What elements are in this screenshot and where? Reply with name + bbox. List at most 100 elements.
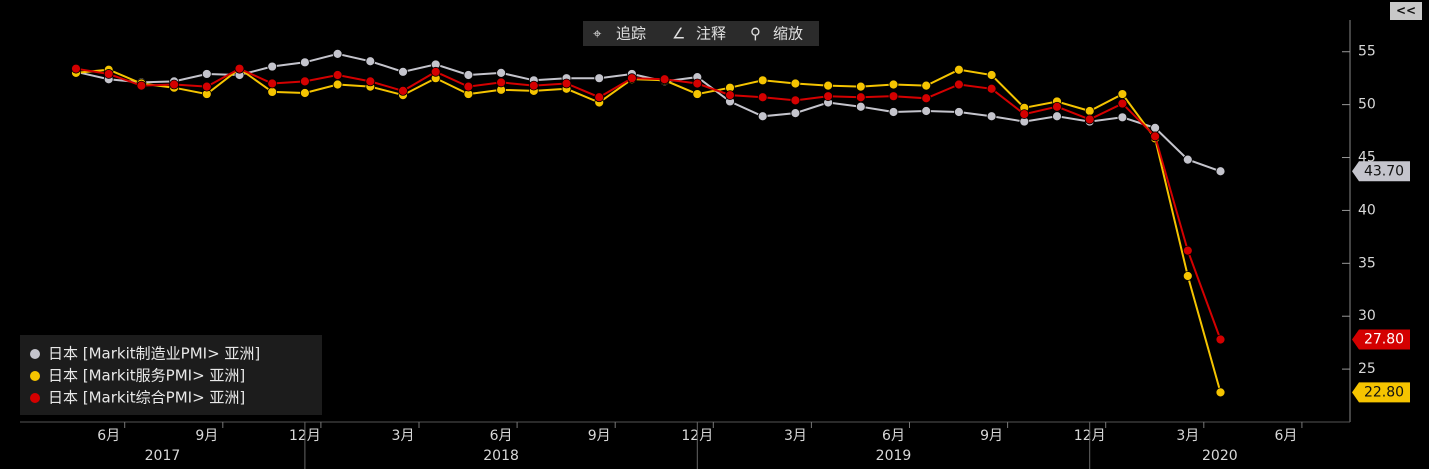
data-point xyxy=(561,78,572,89)
y-tick-label: 25 xyxy=(1358,361,1376,377)
data-point xyxy=(1117,112,1128,123)
data-point xyxy=(1182,271,1193,281)
y-tick-label: 40 xyxy=(1358,202,1376,218)
data-point xyxy=(299,76,310,87)
x-tick-label: 6月 xyxy=(97,428,120,444)
data-point xyxy=(888,91,899,102)
last-value-badge: 27.80 xyxy=(1352,329,1410,350)
data-point xyxy=(332,70,343,80)
collapse-bg[interactable] xyxy=(1390,2,1422,20)
data-point xyxy=(954,64,964,75)
data-point xyxy=(1150,123,1160,133)
data-point xyxy=(594,92,605,103)
data-point xyxy=(169,79,180,90)
year-label: 2019 xyxy=(876,448,912,464)
data-point xyxy=(1182,245,1193,256)
data-point xyxy=(692,78,703,89)
data-point xyxy=(921,80,932,91)
zoom-label[interactable]: 缩放 xyxy=(773,25,803,43)
year-label: 2020 xyxy=(1202,448,1238,464)
badge-bg xyxy=(1352,161,1410,182)
data-point xyxy=(299,57,310,68)
data-point xyxy=(1084,114,1095,125)
annotate-icon: ∠ xyxy=(672,25,685,43)
data-point xyxy=(757,111,768,122)
data-point xyxy=(463,70,474,80)
y-tick-label: 35 xyxy=(1358,255,1376,271)
badge-bg xyxy=(1352,329,1410,350)
data-point xyxy=(921,106,932,116)
data-point xyxy=(921,93,932,104)
x-tick-label: 6月 xyxy=(490,428,513,444)
legend-label: 日本 [Markit服务PMI> 亚洲] xyxy=(48,367,245,385)
data-point xyxy=(790,95,801,106)
data-point xyxy=(201,81,212,92)
badge-bg xyxy=(1352,382,1410,403)
data-point xyxy=(332,48,343,59)
last-value-badge: 43.70 xyxy=(1352,161,1410,182)
zoom-icon: ⚲ xyxy=(750,25,761,43)
data-point xyxy=(267,87,278,97)
x-tick-label: 3月 xyxy=(784,428,807,444)
year-label: 2017 xyxy=(145,448,181,464)
legend-marker xyxy=(30,393,40,403)
x-tick-label: 9月 xyxy=(980,428,1003,444)
data-point xyxy=(1182,154,1193,165)
legend-marker xyxy=(30,349,40,359)
collapse-button[interactable]: << xyxy=(1390,2,1422,20)
data-point xyxy=(1215,334,1226,345)
data-point xyxy=(234,63,245,74)
track-icon: ⌖ xyxy=(593,25,602,43)
annotate-label[interactable]: 注释 xyxy=(696,25,726,43)
badge-label: 43.70 xyxy=(1364,163,1404,179)
annotate-button[interactable]: ∠ 注释 xyxy=(672,25,726,43)
data-point xyxy=(790,108,801,118)
data-point xyxy=(136,80,147,91)
legend-box xyxy=(20,335,322,415)
data-point xyxy=(1215,166,1226,177)
data-point xyxy=(986,83,997,94)
data-point xyxy=(954,79,964,90)
year-label: 2018 xyxy=(483,448,519,464)
x-tick-label: 6月 xyxy=(1274,428,1297,444)
data-point xyxy=(201,69,212,79)
data-point xyxy=(1019,109,1030,120)
data-point xyxy=(103,69,114,79)
zoom-button[interactable]: ⚲ 缩放 xyxy=(750,25,803,43)
series-line xyxy=(75,67,1222,393)
x-tick-label: 9月 xyxy=(588,428,611,444)
toolbar: ⌖ 追踪 ∠ 注释 ⚲ 缩放 xyxy=(583,21,819,46)
data-point xyxy=(855,81,866,92)
legend-marker xyxy=(30,371,40,381)
data-point xyxy=(463,81,474,92)
data-point xyxy=(725,90,735,101)
data-point xyxy=(267,78,278,89)
data-point xyxy=(855,92,866,103)
data-point xyxy=(823,91,833,102)
data-point xyxy=(823,80,833,91)
y-tick-label: 50 xyxy=(1358,97,1376,113)
track-button[interactable]: ⌖ 追踪 xyxy=(593,25,646,43)
data-point xyxy=(594,73,605,84)
data-point xyxy=(1052,101,1062,112)
data-point xyxy=(855,101,866,112)
data-point xyxy=(986,111,997,122)
data-point xyxy=(954,107,964,117)
y-tick-label: 55 xyxy=(1358,44,1376,60)
data-point xyxy=(365,76,376,87)
badge-label: 27.80 xyxy=(1364,331,1404,347)
data-point xyxy=(71,63,81,74)
data-point xyxy=(986,70,997,80)
data-point xyxy=(790,78,801,89)
data-point xyxy=(430,66,441,77)
collapse-label[interactable]: << xyxy=(1396,4,1416,18)
data-point xyxy=(398,66,408,77)
x-tick-label: 6月 xyxy=(882,428,905,444)
legend-label: 日本 [Markit制造业PMI> 亚洲] xyxy=(48,345,260,363)
track-label[interactable]: 追踪 xyxy=(616,25,646,43)
data-point xyxy=(1215,387,1226,398)
data-point xyxy=(1084,106,1095,116)
x-tick-label: 3月 xyxy=(1176,428,1199,444)
toolbar-bg xyxy=(583,21,819,46)
